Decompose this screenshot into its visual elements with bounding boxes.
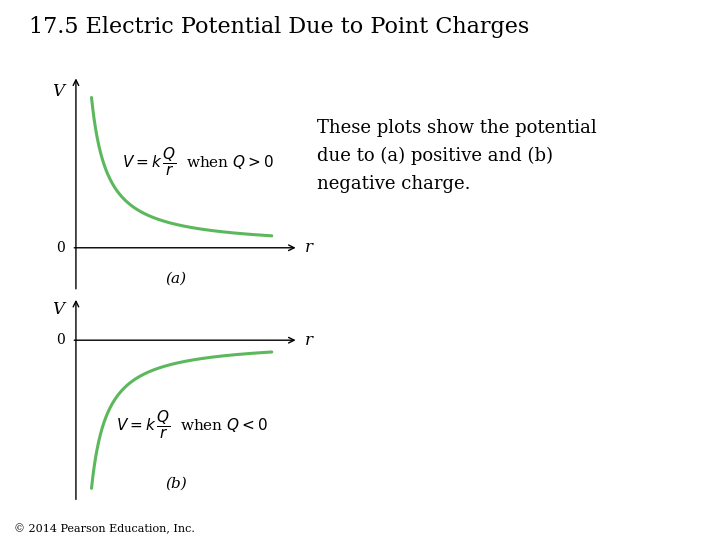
Text: © 2014 Pearson Education, Inc.: © 2014 Pearson Education, Inc. [14, 524, 195, 535]
Text: V: V [52, 301, 64, 318]
Text: V: V [52, 83, 64, 100]
Text: r: r [305, 239, 313, 256]
Text: $V = k\,\dfrac{Q}{r}$  when $Q < 0$: $V = k\,\dfrac{Q}{r}$ when $Q < 0$ [116, 409, 268, 441]
Text: 17.5 Electric Potential Due to Point Charges: 17.5 Electric Potential Due to Point Cha… [29, 16, 529, 38]
Text: These plots show the potential
due to (a) positive and (b)
negative charge.: These plots show the potential due to (a… [317, 119, 597, 193]
Text: r: r [305, 332, 313, 349]
Text: 0: 0 [56, 241, 65, 255]
Text: (b): (b) [165, 477, 187, 491]
Text: 0: 0 [56, 333, 65, 347]
Text: (a): (a) [166, 272, 186, 286]
Text: $V = k\,\dfrac{Q}{r}$  when $Q > 0$: $V = k\,\dfrac{Q}{r}$ when $Q > 0$ [122, 145, 274, 178]
